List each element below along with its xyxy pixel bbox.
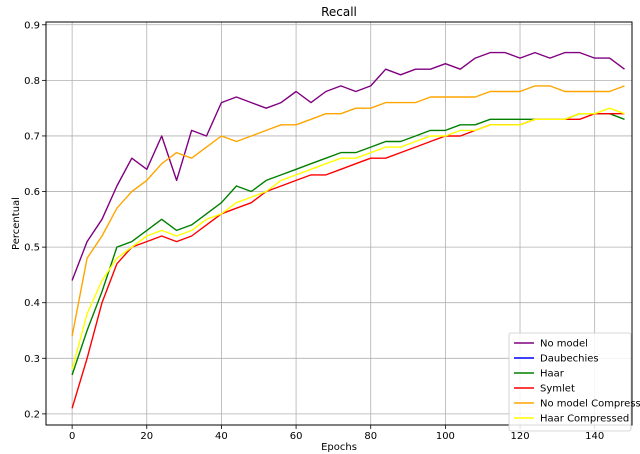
y-tick-label: 0.4 — [24, 298, 40, 309]
legend-label: Haar Compressed — [540, 414, 629, 425]
x-axis-label: Epochs — [321, 442, 357, 453]
y-tick-label: 0.9 — [24, 20, 40, 31]
y-tick-label: 0.5 — [24, 243, 40, 254]
x-tick-label: 140 — [585, 431, 604, 442]
series-line-no-model-compressed — [71, 85, 625, 337]
grid — [46, 22, 632, 425]
legend-label: Symlet — [540, 384, 575, 395]
x-tick-label: 60 — [290, 431, 303, 442]
legend-label: Daubechies — [540, 354, 599, 365]
y-tick-label: 0.3 — [24, 354, 40, 365]
y-tick-label: 0.7 — [24, 131, 40, 142]
series-line-haar — [71, 112, 625, 376]
y-tick-label: 0.8 — [24, 76, 40, 87]
legend-label: No model Compressed — [540, 399, 640, 410]
y-tick-label: 0.2 — [24, 409, 40, 420]
y-axis: 0.2 0.3 0.4 0.5 0.6 0.7 0.8 0.9 — [24, 20, 46, 420]
x-tick-label: 0 — [69, 431, 75, 442]
plot-frame — [45, 21, 633, 426]
legend-box — [508, 332, 632, 432]
legend-label: Haar — [540, 369, 565, 380]
series-lines — [71, 51, 625, 409]
x-tick-label: 40 — [215, 431, 228, 442]
series-line-haar-compressed — [71, 107, 625, 370]
x-tick-label: 120 — [510, 431, 529, 442]
x-tick-label: 100 — [436, 431, 455, 442]
x-axis: 0 20 40 60 80 100 120 140 — [69, 425, 604, 442]
legend: No model Daubechies Haar Symlet No model Com… — [508, 332, 640, 432]
x-tick-label: 80 — [364, 431, 377, 442]
y-axis-label: Percentual — [11, 197, 22, 250]
x-tick-label: 20 — [140, 431, 153, 442]
legend-label: No model — [540, 339, 588, 350]
series-line-no-model — [71, 51, 625, 281]
chart-title: Recall — [321, 5, 357, 19]
y-tick-label: 0.6 — [24, 187, 40, 198]
